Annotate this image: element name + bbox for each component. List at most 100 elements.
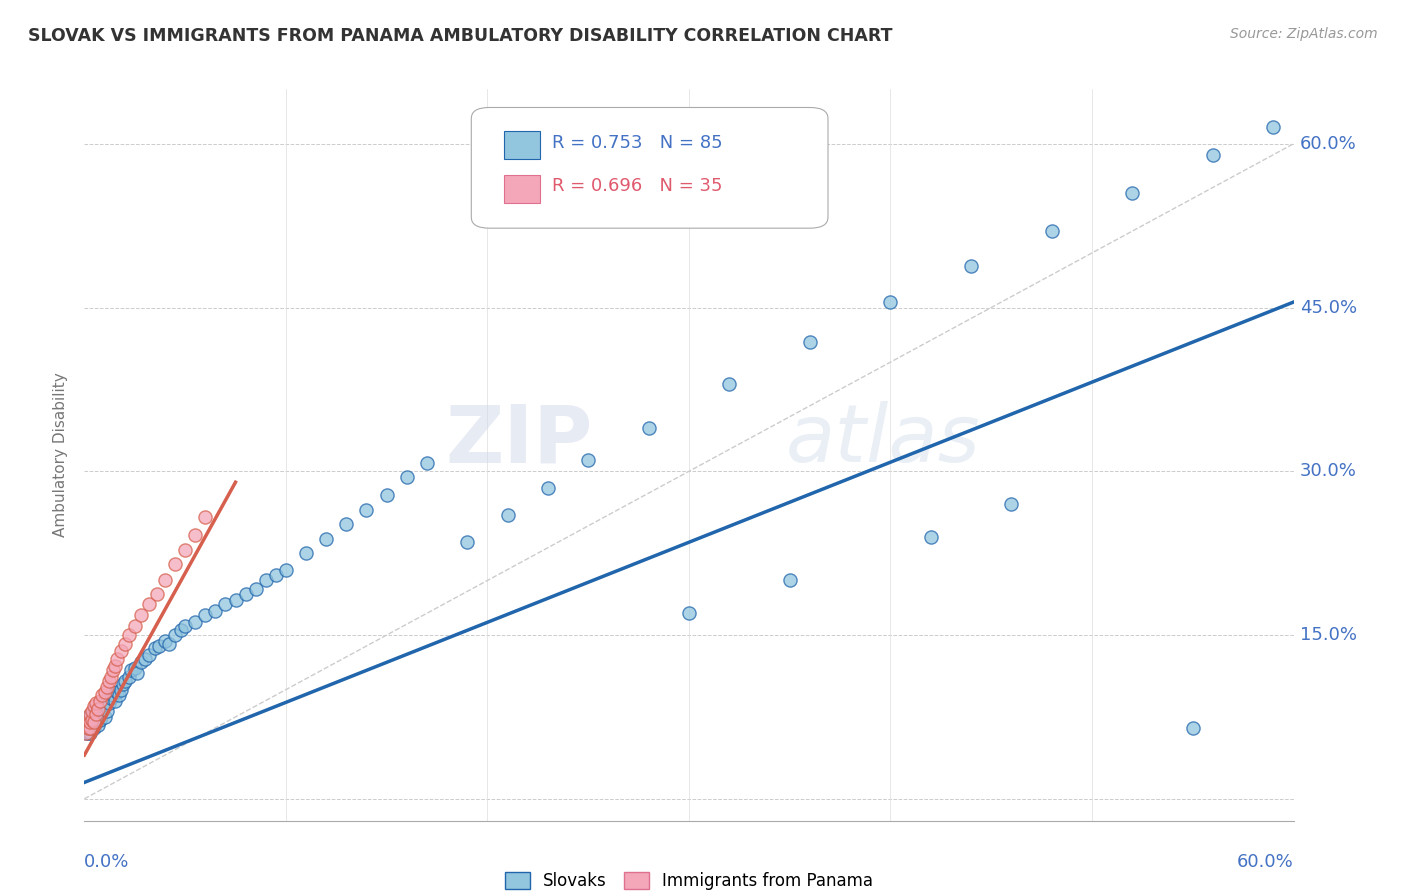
Text: SLOVAK VS IMMIGRANTS FROM PANAMA AMBULATORY DISABILITY CORRELATION CHART: SLOVAK VS IMMIGRANTS FROM PANAMA AMBULAT… [28, 27, 893, 45]
Point [82, 721, 104, 735]
Point [235, 586, 257, 600]
FancyBboxPatch shape [471, 108, 828, 228]
Point [120, 663, 142, 677]
Point [77, 726, 100, 740]
Point [97, 673, 120, 688]
Point [678, 606, 700, 620]
Text: atlas: atlas [786, 401, 980, 479]
Point [537, 481, 560, 495]
Point [174, 619, 197, 633]
Point [718, 376, 741, 391]
Text: R = 0.753   N = 85: R = 0.753 N = 85 [553, 134, 723, 152]
Point [86, 715, 108, 730]
Point [87, 702, 110, 716]
Point [93, 710, 115, 724]
Point [960, 259, 983, 273]
Point [1000, 497, 1022, 511]
Point [245, 582, 267, 597]
Point [83, 721, 105, 735]
Point [89, 693, 111, 707]
Point [124, 661, 146, 675]
Point [83, 705, 105, 719]
Text: 0.0%: 0.0% [84, 854, 129, 871]
Point [93, 693, 115, 707]
Point [129, 656, 152, 670]
Point [82, 710, 104, 724]
Text: Source: ZipAtlas.com: Source: ZipAtlas.com [1230, 27, 1378, 41]
Point [79, 721, 101, 735]
Point [104, 658, 127, 673]
Point [356, 502, 378, 516]
Bar [503, 175, 540, 202]
Point [395, 469, 418, 483]
Point [91, 698, 114, 713]
Text: 60.0%: 60.0% [1237, 854, 1294, 871]
Point [165, 628, 187, 642]
Point [174, 542, 197, 557]
Point [170, 623, 193, 637]
Point [79, 715, 101, 730]
Y-axis label: Ambulatory Disability: Ambulatory Disability [53, 373, 69, 537]
Point [146, 586, 169, 600]
Point [110, 644, 132, 658]
Text: R = 0.696   N = 35: R = 0.696 N = 35 [553, 178, 723, 195]
Point [79, 706, 101, 721]
Point [83, 715, 105, 730]
Text: ZIP: ZIP [444, 401, 592, 479]
Point [75, 721, 97, 735]
Legend: Slovaks, Immigrants from Panama: Slovaks, Immigrants from Panama [498, 865, 880, 892]
Point [114, 637, 136, 651]
Point [75, 717, 97, 731]
Point [114, 673, 136, 688]
Point [124, 619, 146, 633]
Point [82, 715, 104, 730]
Point [799, 335, 821, 350]
Point [125, 666, 148, 681]
Point [87, 706, 110, 721]
Point [184, 615, 207, 629]
Point [1263, 120, 1285, 135]
Point [315, 532, 337, 546]
Point [107, 688, 129, 702]
Point [104, 693, 127, 707]
Point [77, 715, 100, 730]
Point [100, 691, 122, 706]
Point [79, 721, 101, 735]
Point [96, 681, 118, 695]
Point [82, 713, 104, 727]
Point [576, 453, 599, 467]
Point [77, 721, 100, 735]
Point [96, 705, 118, 719]
Bar [503, 131, 540, 159]
Point [165, 557, 187, 571]
Point [77, 721, 100, 735]
Point [77, 710, 100, 724]
Point [97, 696, 120, 710]
Point [1202, 147, 1225, 161]
Point [143, 641, 166, 656]
Point [89, 713, 111, 727]
Point [295, 546, 318, 560]
Point [79, 710, 101, 724]
Point [148, 639, 170, 653]
Point [101, 688, 124, 702]
Point [157, 637, 180, 651]
Point [416, 456, 439, 470]
Text: 30.0%: 30.0% [1299, 462, 1357, 480]
Point [79, 726, 101, 740]
Point [153, 633, 176, 648]
Point [153, 574, 176, 588]
Point [194, 510, 217, 524]
Point [82, 705, 104, 719]
Point [184, 527, 207, 541]
Point [274, 563, 297, 577]
Point [118, 628, 141, 642]
Point [1181, 721, 1204, 735]
Point [77, 713, 100, 727]
Point [375, 488, 398, 502]
Point [83, 698, 105, 713]
Point [86, 706, 108, 721]
Text: 15.0%: 15.0% [1299, 626, 1357, 644]
Point [637, 420, 659, 434]
Point [138, 598, 160, 612]
